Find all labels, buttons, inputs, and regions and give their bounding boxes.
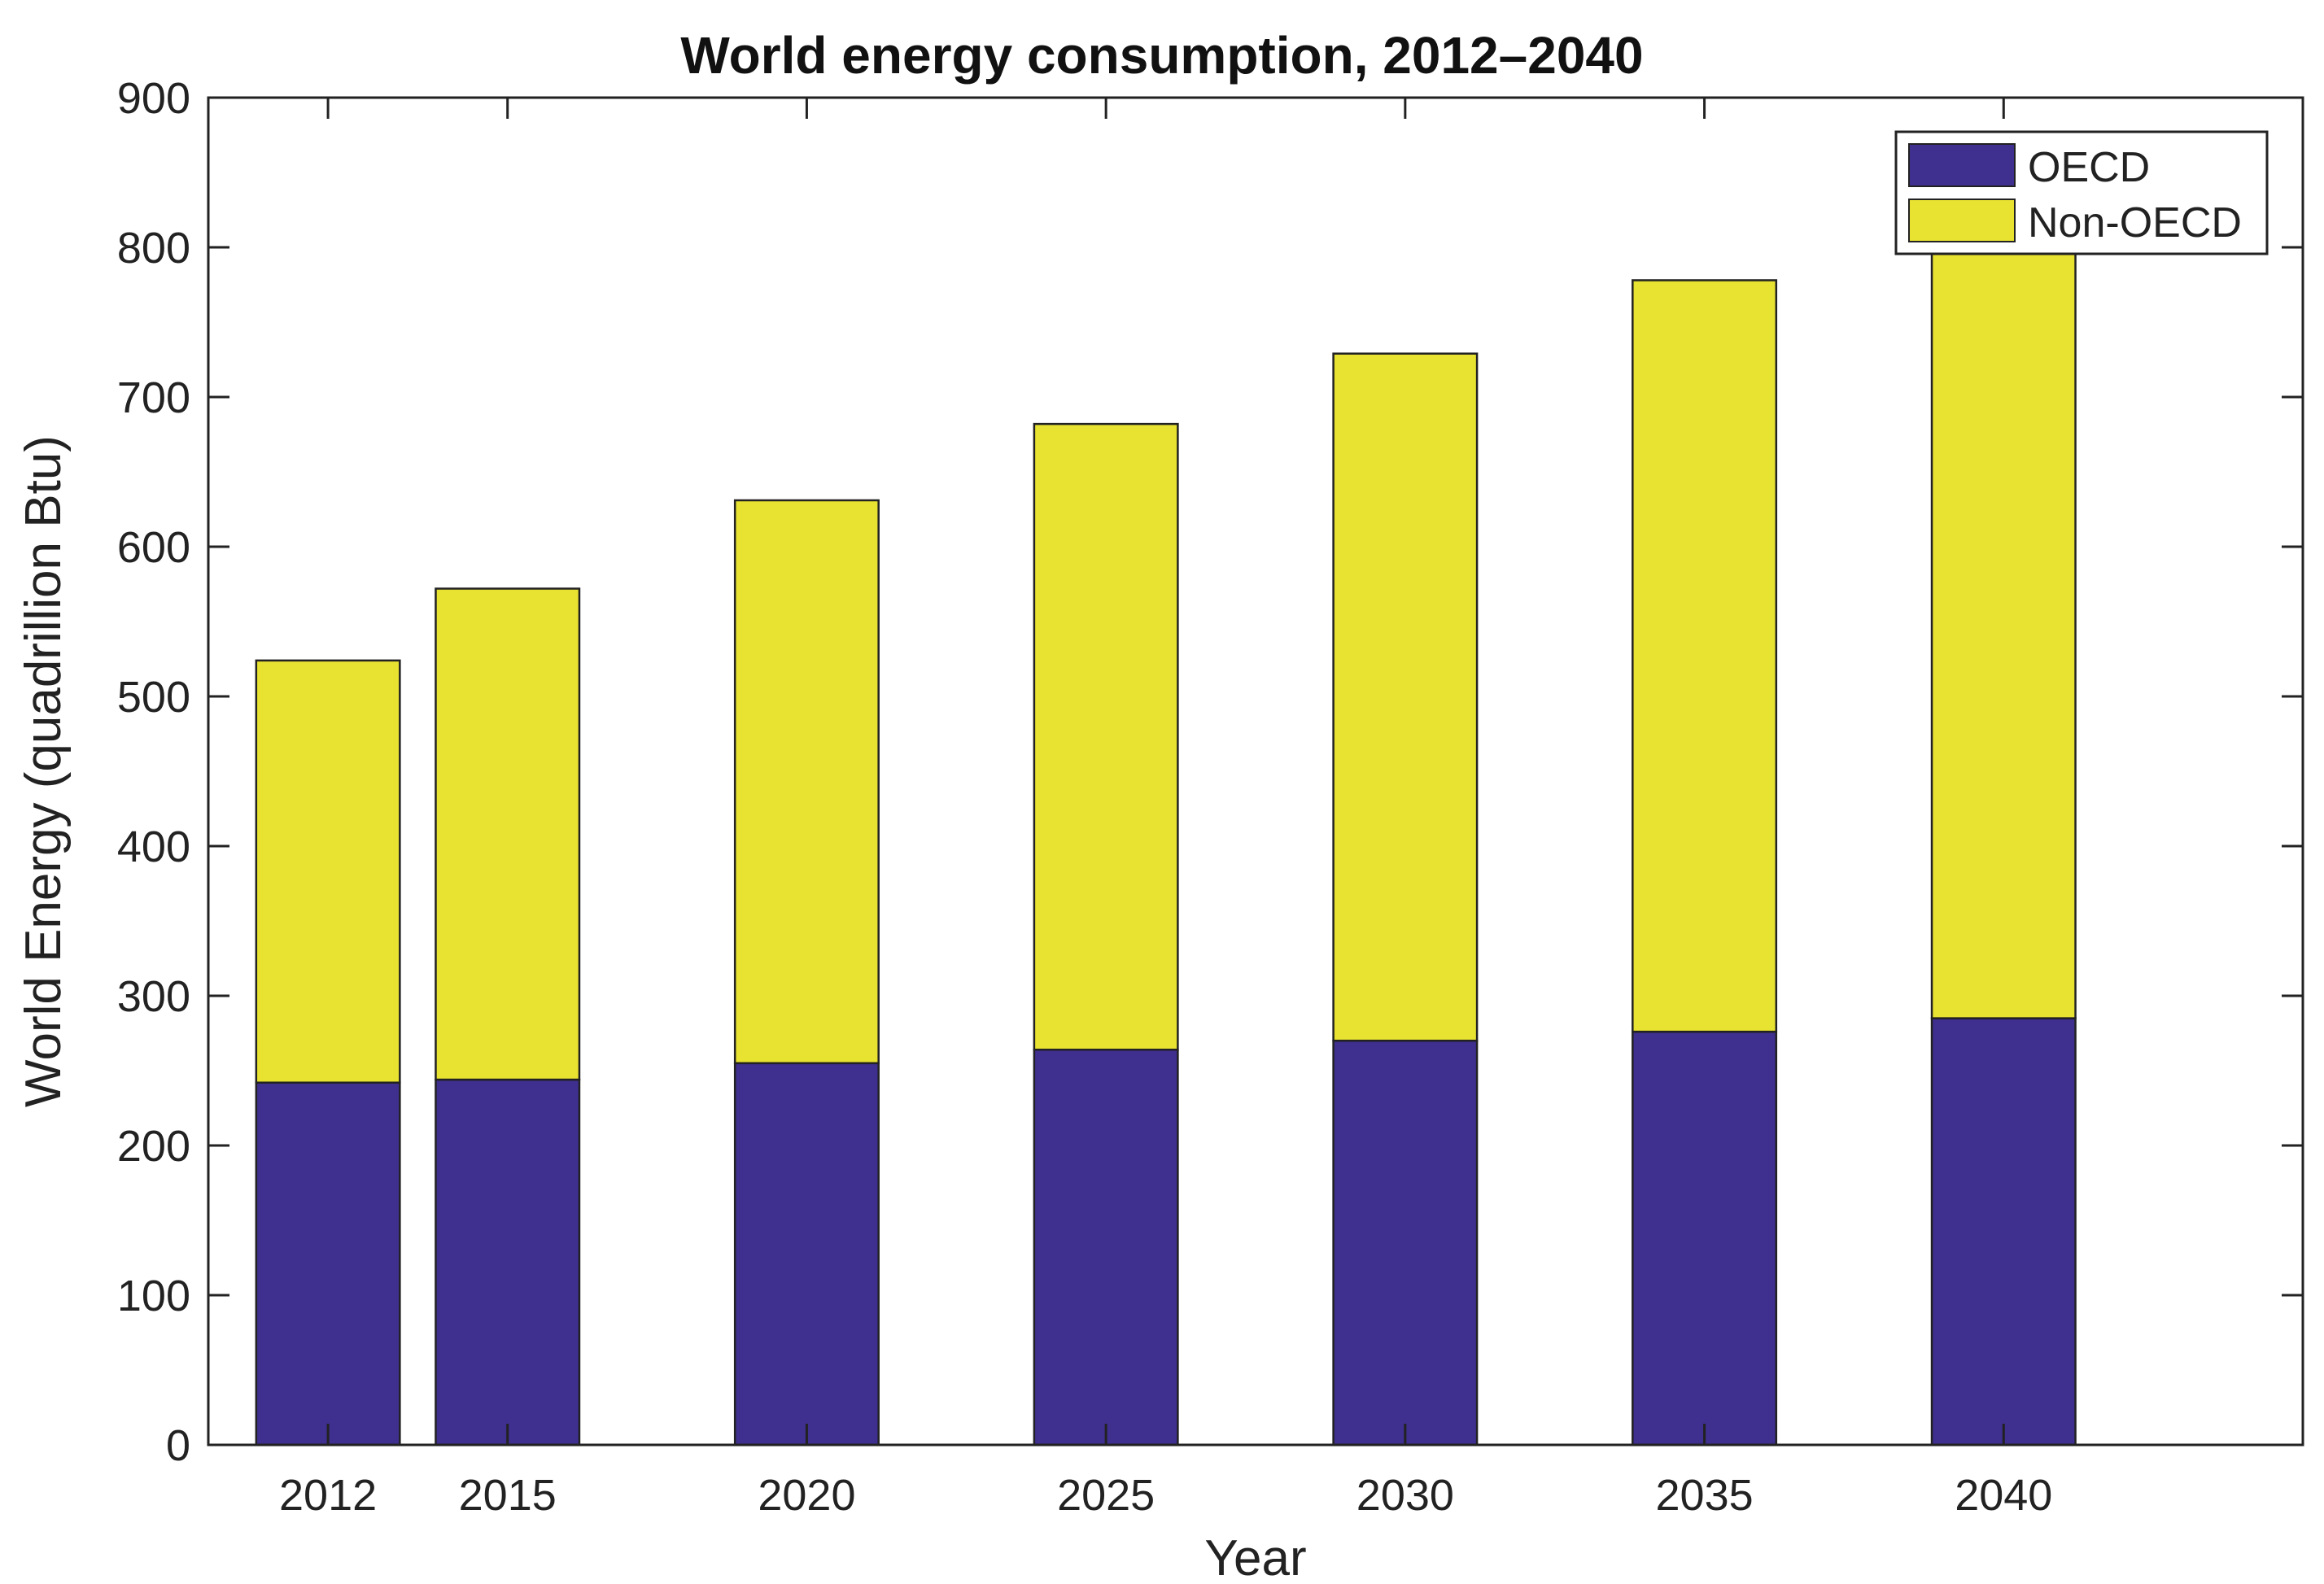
ticks-layer: 0 100 200 300 400 500 600 700 800 900 2012 2015 2020… bbox=[117, 74, 2303, 1520]
bar-non-oecd-2030 bbox=[1332, 352, 1479, 1042]
bars-layer bbox=[255, 224, 2077, 1447]
y-tick-label-500: 500 bbox=[117, 673, 190, 722]
x-tick-label-2035: 2035 bbox=[1656, 1471, 1754, 1520]
bar-oecd-2015 bbox=[435, 1078, 581, 1447]
x-tick-label-2030: 2030 bbox=[1356, 1471, 1454, 1520]
x-tick-label-2020: 2020 bbox=[758, 1471, 855, 1520]
legend-label-non-oecd: Non-OECD bbox=[2028, 199, 2242, 247]
bar-oecd-2012 bbox=[255, 1081, 401, 1447]
plot-area-frame bbox=[207, 96, 2304, 1447]
y-axis-label: World Energy (quadrillion Btu) bbox=[15, 435, 72, 1107]
bar-oecd-2025 bbox=[1033, 1048, 1179, 1447]
y-tick-label-700: 700 bbox=[117, 373, 190, 422]
bar-non-oecd-2025 bbox=[1033, 422, 1179, 1051]
bar-non-oecd-2015 bbox=[435, 587, 581, 1081]
x-tick-label-2015: 2015 bbox=[459, 1471, 557, 1520]
legend-swatch-non-oecd bbox=[1908, 199, 2016, 242]
y-tick-label-300: 300 bbox=[117, 972, 190, 1021]
legend: OECD Non-OECD bbox=[1894, 130, 2269, 255]
y-tick-label-200: 200 bbox=[117, 1122, 190, 1171]
chart-title: World energy consumption, 2012–2040 bbox=[680, 26, 1643, 85]
legend-label-oecd: OECD bbox=[2028, 144, 2150, 191]
bar-non-oecd-2035 bbox=[1632, 279, 1778, 1033]
legend-swatch-oecd bbox=[1908, 143, 2016, 187]
bar-oecd-2035 bbox=[1632, 1030, 1778, 1447]
y-tick-label-900: 900 bbox=[117, 74, 190, 123]
y-tick-label-600: 600 bbox=[117, 523, 190, 572]
x-tick-label-2025: 2025 bbox=[1057, 1471, 1155, 1520]
bar-non-oecd-2040 bbox=[1930, 224, 2077, 1019]
x-tick-label-2012: 2012 bbox=[279, 1471, 377, 1520]
y-tick-label-400: 400 bbox=[117, 823, 190, 871]
bar-oecd-2040 bbox=[1930, 1017, 2077, 1447]
x-tick-label-2040: 2040 bbox=[1955, 1471, 2052, 1520]
y-tick-label-100: 100 bbox=[117, 1272, 190, 1320]
y-tick-label-800: 800 bbox=[117, 224, 190, 273]
y-tick-label-0: 0 bbox=[166, 1421, 190, 1470]
bar-oecd-2030 bbox=[1332, 1039, 1479, 1447]
x-axis-label: Year bbox=[1204, 1530, 1306, 1584]
bar-non-oecd-2012 bbox=[255, 659, 401, 1084]
bar-oecd-2020 bbox=[733, 1062, 880, 1447]
bar-non-oecd-2020 bbox=[733, 499, 880, 1065]
